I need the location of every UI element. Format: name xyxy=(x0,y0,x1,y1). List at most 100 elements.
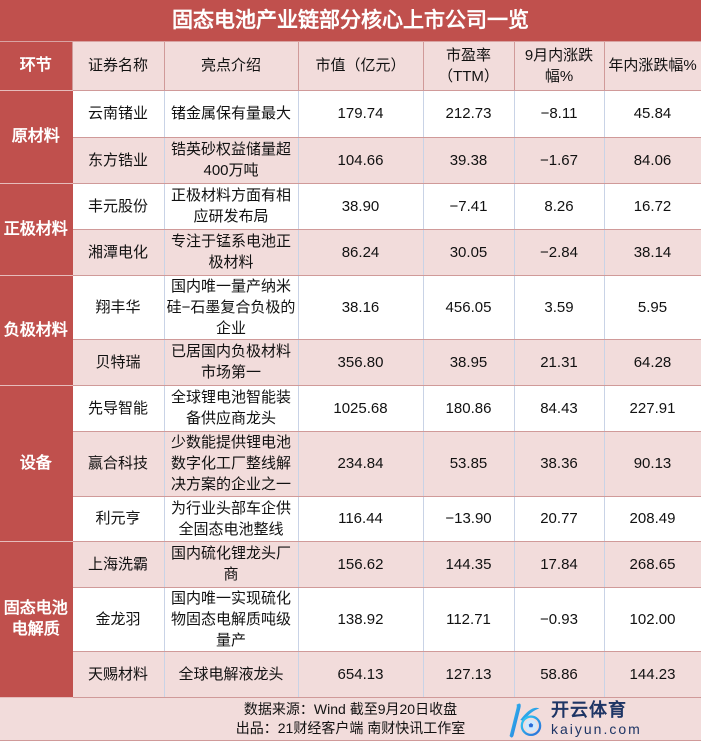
cell-sep: 20.77 xyxy=(514,496,605,542)
table-row: 金龙羽 国内唯一实现硫化物固态电解质吨级量产 138.92 112.71 −0.93 10… xyxy=(0,587,701,652)
segment-cell: 负极材料 xyxy=(0,275,73,386)
cell-pe: 112.71 xyxy=(423,587,515,652)
segment-cell: 设备 xyxy=(0,385,73,542)
cell-sep: 38.36 xyxy=(514,431,605,497)
page-title: 固态电池产业链部分核心上市公司一览 xyxy=(0,0,701,42)
table-row: 负极材料 翔丰华 国内唯一量产纳米硅−石墨复合负极的企业 38.16 456.05 3.5… xyxy=(0,275,701,386)
cell-sep: 3.59 xyxy=(514,275,605,340)
cell-pe: 53.85 xyxy=(423,431,515,497)
cell-cap: 1025.68 xyxy=(298,385,424,432)
cell-desc: 国内唯一量产纳米硅−石墨复合负极的企业 xyxy=(164,275,299,340)
table-row: 正极材料 丰元股份 正极材料方面有相应研发布局 38.90 −7.41 8.26 16.72 xyxy=(0,183,701,276)
cell-name: 云南锗业 xyxy=(72,90,165,138)
cell-ytd: 38.14 xyxy=(604,229,701,276)
table-row: 原材料 云南锗业 锗金属保有量最大 179.74 212.73 −8.11 45.84 xyxy=(0,90,701,184)
cell-cap: 138.92 xyxy=(298,587,424,652)
table-row: 天赐材料 全球电解液龙头 654.13 127.13 58.86 144.23 xyxy=(0,651,701,698)
cell-name: 金龙羽 xyxy=(72,587,165,652)
footer: 数据来源：Wind 截至9月20日收盘 出品：21财经客户端 南财快讯工作室 开… xyxy=(0,697,701,741)
column-header: 市盈率（TTM） xyxy=(423,42,515,91)
cell-pe: 456.05 xyxy=(423,275,515,340)
table-row: 赢合科技 少数能提供锂电池数字化工厂整线解决方案的企业之一 234.84 53.85 3… xyxy=(0,431,701,497)
cell-cap: 654.13 xyxy=(298,651,424,698)
cell-sep: −0.93 xyxy=(514,587,605,652)
cell-name: 丰元股份 xyxy=(72,183,165,230)
column-header: 证券名称 xyxy=(72,42,165,91)
segment-cell: 正极材料 xyxy=(0,183,73,276)
cell-cap: 38.90 xyxy=(298,183,424,230)
cell-ytd: 268.65 xyxy=(604,541,701,588)
cell-desc: 专注于锰系电池正极材料 xyxy=(164,229,299,276)
cell-pe: 144.35 xyxy=(423,541,515,588)
cell-name: 先导智能 xyxy=(72,385,165,432)
cell-desc: 已居国内负极材料市场第一 xyxy=(164,339,299,386)
cell-sep: 17.84 xyxy=(514,541,605,588)
cell-pe: 38.95 xyxy=(423,339,515,386)
cell-desc: 为行业头部车企供全固态电池整线 xyxy=(164,496,299,542)
cell-cap: 116.44 xyxy=(298,496,424,542)
cell-name: 湘潭电化 xyxy=(72,229,165,276)
cell-name: 翔丰华 xyxy=(72,275,165,340)
cell-name: 天赐材料 xyxy=(72,651,165,698)
cell-sep: −2.84 xyxy=(514,229,605,276)
cell-desc: 锆英砂权益储量超400万吨 xyxy=(164,137,299,184)
segment-cell: 原材料 xyxy=(0,90,73,184)
cell-pe: 30.05 xyxy=(423,229,515,276)
table-row: 固态电池电解质 上海洗霸 国内硫化锂龙头厂商 156.62 144.35 17.84 268… xyxy=(0,541,701,698)
producer: 出品：21财经客户端 南财快讯工作室 xyxy=(235,719,466,736)
cell-pe: −13.90 xyxy=(423,496,515,542)
column-header: 环节 xyxy=(0,42,73,91)
cell-ytd: 102.00 xyxy=(604,587,701,652)
cell-pe: 39.38 xyxy=(423,137,515,184)
cell-ytd: 64.28 xyxy=(604,339,701,386)
cell-pe: −7.41 xyxy=(423,183,515,230)
column-header: 市值（亿元） xyxy=(298,42,424,91)
cell-desc: 国内硫化锂龙头厂商 xyxy=(164,541,299,588)
cell-cap: 156.62 xyxy=(298,541,424,588)
cell-ytd: 227.91 xyxy=(604,385,701,432)
data-source: 数据来源：Wind 截至9月20日收盘 xyxy=(243,700,458,717)
cell-cap: 86.24 xyxy=(298,229,424,276)
segment-cell: 固态电池电解质 xyxy=(0,541,73,698)
cell-cap: 234.84 xyxy=(298,431,424,497)
cell-ytd: 84.06 xyxy=(604,137,701,184)
cell-cap: 104.66 xyxy=(298,137,424,184)
cell-desc: 正极材料方面有相应研发布局 xyxy=(164,183,299,230)
cell-name: 利元亨 xyxy=(72,496,165,542)
cell-ytd: 208.49 xyxy=(604,496,701,542)
cell-pe: 127.13 xyxy=(423,651,515,698)
table-row: 湘潭电化 专注于锰系电池正极材料 86.24 30.05 −2.84 38.14 xyxy=(0,229,701,276)
table-row: 东方锆业 锆英砂权益储量超400万吨 104.66 39.38 −1.67 84.06 xyxy=(0,137,701,184)
cell-desc: 全球电解液龙头 xyxy=(164,651,299,698)
cell-desc: 国内唯一实现硫化物固态电解质吨级量产 xyxy=(164,587,299,652)
cell-ytd: 90.13 xyxy=(604,431,701,497)
cell-sep: −8.11 xyxy=(514,90,605,138)
cell-name: 赢合科技 xyxy=(72,431,165,497)
cell-ytd: 144.23 xyxy=(604,651,701,698)
cell-sep: 58.86 xyxy=(514,651,605,698)
cell-cap: 179.74 xyxy=(298,90,424,138)
cell-ytd: 16.72 xyxy=(604,183,701,230)
cell-name: 贝特瑞 xyxy=(72,339,165,386)
column-header: 年内涨跌幅% xyxy=(604,42,701,91)
table-row: 设备 先导智能 全球锂电池智能装备供应商龙头 1025.68 180.86 84.43 22… xyxy=(0,385,701,542)
company-table: 环节 证券名称 亮点介绍 市值（亿元） 市盈率（TTM） 9月内涨跌幅% 年内涨跌幅% 原材料… xyxy=(0,42,701,698)
cell-pe: 180.86 xyxy=(423,385,515,432)
cell-name: 东方锆业 xyxy=(72,137,165,184)
cell-sep: 8.26 xyxy=(514,183,605,230)
cell-name: 上海洗霸 xyxy=(72,541,165,588)
cell-sep: 84.43 xyxy=(514,385,605,432)
cell-cap: 356.80 xyxy=(298,339,424,386)
cell-ytd: 45.84 xyxy=(604,90,701,138)
table-row: 利元亨 为行业头部车企供全固态电池整线 116.44 −13.90 20.77 208.4… xyxy=(0,496,701,542)
cell-sep: −1.67 xyxy=(514,137,605,184)
cell-desc: 全球锂电池智能装备供应商龙头 xyxy=(164,385,299,432)
cell-pe: 212.73 xyxy=(423,90,515,138)
table-row: 贝特瑞 已居国内负极材料市场第一 356.80 38.95 21.31 64.28 xyxy=(0,339,701,386)
header-row: 环节 证券名称 亮点介绍 市值（亿元） 市盈率（TTM） 9月内涨跌幅% 年内涨跌幅% xyxy=(0,42,701,91)
cell-ytd: 5.95 xyxy=(604,275,701,340)
cell-desc: 锗金属保有量最大 xyxy=(164,90,299,138)
cell-sep: 21.31 xyxy=(514,339,605,386)
column-header: 亮点介绍 xyxy=(164,42,299,91)
cell-desc: 少数能提供锂电池数字化工厂整线解决方案的企业之一 xyxy=(164,431,299,497)
